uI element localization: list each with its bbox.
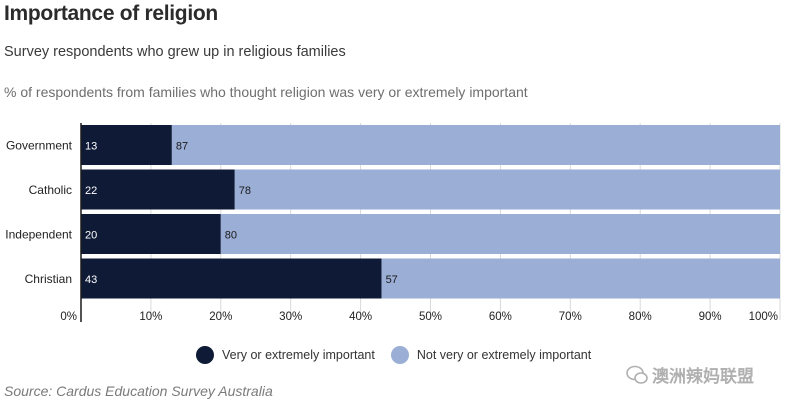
x-tick-label: 0% xyxy=(60,311,77,323)
stacked-bar-chart: 13 87 Government 22 78 Catholic 20 80 Independen… xyxy=(5,123,781,323)
bar-not-important xyxy=(220,214,781,254)
bar-important xyxy=(81,214,221,254)
bar-not-important xyxy=(234,169,780,210)
chart-title: Importance of religion xyxy=(4,2,218,25)
watermark: 澳洲辣妈联盟 xyxy=(626,362,754,387)
source-note: Source: Cardus Education Survey Australi… xyxy=(4,383,273,399)
x-tick-label: 80% xyxy=(629,311,652,323)
x-tick-label: 30% xyxy=(279,311,302,323)
legend-swatch-not-important xyxy=(390,346,409,364)
x-tick-label: 40% xyxy=(349,311,372,323)
bar-not-important xyxy=(171,125,780,165)
x-tick-label: 90% xyxy=(699,311,722,323)
legend-label-not-important: Not very or extremely important xyxy=(416,348,592,362)
legend-item-not-important: Not very or extremely important xyxy=(390,346,592,364)
data-label: 20 xyxy=(85,230,97,242)
legend-item-important: Very or extremely important xyxy=(196,346,375,364)
data-label: 43 xyxy=(85,274,97,286)
chart-note: % of respondents from families who thoug… xyxy=(4,84,528,100)
x-tick-label: 100% xyxy=(749,311,778,323)
watermark-text: 澳洲辣妈联盟 xyxy=(652,367,754,386)
data-label: 57 xyxy=(386,274,398,286)
category-label: Government xyxy=(6,139,73,153)
x-tick-label: 60% xyxy=(489,311,512,323)
bar-important xyxy=(81,125,172,165)
chart-subtitle: Survey respondents who grew up in religi… xyxy=(4,44,346,60)
x-tick-label: 10% xyxy=(139,311,162,323)
x-tick-label: 70% xyxy=(559,311,582,323)
bar-not-important xyxy=(381,258,780,299)
category-label: Catholic xyxy=(29,183,72,197)
category-label: Independent xyxy=(5,228,72,242)
data-label: 22 xyxy=(85,185,97,197)
data-label: 78 xyxy=(239,185,251,197)
category-label: Christian xyxy=(25,272,72,286)
data-label: 13 xyxy=(85,141,97,153)
chat-bubble-icon xyxy=(626,365,648,384)
legend-label-important: Very or extremely important xyxy=(222,348,375,362)
chart-legend: Very or extremely important Not very or … xyxy=(196,346,607,364)
legend-swatch-important xyxy=(196,346,214,364)
data-label: 80 xyxy=(225,230,237,242)
data-label: 87 xyxy=(176,141,188,153)
bar-important xyxy=(81,258,382,299)
bar-important xyxy=(81,169,235,210)
x-tick-label: 20% xyxy=(209,311,232,323)
x-tick-label: 50% xyxy=(419,311,442,323)
